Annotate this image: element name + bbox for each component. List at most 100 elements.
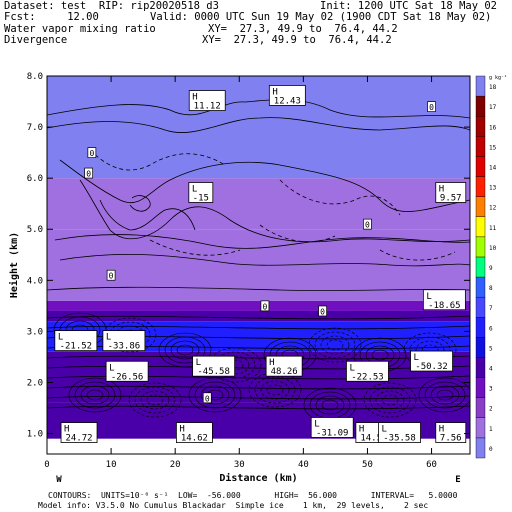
colorbar-swatch-0 bbox=[475, 437, 486, 459]
colorbar-swatch-15 bbox=[475, 136, 486, 157]
colorbar-tick-0: 0 bbox=[489, 446, 493, 453]
extremum-value-10: -22.53 bbox=[351, 372, 384, 382]
header-init: Init: 1200 UTC Sat 18 May 02 bbox=[320, 0, 498, 12]
contour-cluster-9-1 bbox=[140, 390, 170, 410]
contour-band-1 bbox=[47, 325, 470, 330]
extremum-5: L-21.52 bbox=[54, 330, 98, 352]
header-dataset: Dataset: test RIP: rip20020518 d3 bbox=[4, 0, 219, 12]
contour-cluster-7-1 bbox=[415, 340, 445, 360]
extremum-box-0 bbox=[188, 90, 226, 111]
shaded-layer-6 bbox=[47, 178, 470, 230]
extremum-box-9 bbox=[265, 355, 303, 377]
extremum-value-12: 24.72 bbox=[65, 434, 92, 444]
colorbar-swatch-3 bbox=[475, 377, 486, 398]
contour-band-9 bbox=[47, 405, 470, 410]
contour-cluster-14-3 bbox=[418, 377, 470, 413]
extremum-box-1 bbox=[268, 85, 306, 106]
contour-upper-3 bbox=[79, 179, 470, 243]
contour-cluster-5-2 bbox=[314, 331, 356, 359]
colorbar-tick-4: 4 bbox=[489, 366, 493, 373]
zero-label-4: 0 bbox=[106, 269, 116, 281]
extremum-kind-4: L bbox=[426, 292, 431, 302]
contour-band-8 bbox=[47, 395, 470, 400]
contour-cluster-10-3 bbox=[188, 377, 242, 413]
extremum-value-11: -50.32 bbox=[415, 362, 448, 372]
zero-label-text-3: 0 bbox=[365, 221, 370, 230]
colorbar-tick-11: 11 bbox=[489, 225, 497, 232]
extremum-value-7: -26.56 bbox=[111, 372, 144, 382]
colorbar-swatch-13 bbox=[475, 176, 486, 197]
extremum-box-3 bbox=[435, 182, 467, 203]
header-valid: Valid: 0000 UTC Sun 19 May 02 (1900 CDT … bbox=[150, 11, 492, 23]
extremum-6: L-33.86 bbox=[102, 330, 146, 352]
contour-cluster-12-0 bbox=[321, 399, 339, 411]
colorbar-tick-12: 12 bbox=[489, 205, 497, 212]
contour-band-7 bbox=[47, 385, 470, 390]
zero-label-text-4: 0 bbox=[109, 272, 114, 281]
extremum-kind-1: H bbox=[272, 87, 277, 97]
contour-cluster-13-0 bbox=[381, 394, 399, 406]
contour-upper-2 bbox=[59, 159, 470, 212]
extremum-10: L-22.53 bbox=[346, 360, 389, 382]
colorbar-swatch-12 bbox=[475, 196, 486, 217]
extremum-value-6: -33.86 bbox=[108, 342, 141, 352]
extremum-kind-9: H bbox=[269, 358, 274, 368]
zero-label-box-4 bbox=[106, 269, 116, 281]
x-axis-label: Distance (km) bbox=[219, 472, 297, 484]
zero-label-6: 0 bbox=[318, 305, 327, 316]
colorbar-swatch-14 bbox=[475, 156, 486, 177]
extremum-box-7 bbox=[105, 360, 149, 382]
colorbar-swatch-7 bbox=[475, 296, 486, 318]
extremum-value-1: 12.43 bbox=[274, 96, 301, 106]
extremum-0: H11.12 bbox=[188, 90, 226, 112]
colorbar-swatch-2 bbox=[475, 397, 486, 418]
y-tick-label-7: 8.0 bbox=[27, 72, 43, 82]
extremum-value-2: -15 bbox=[193, 193, 209, 203]
header-xy-2: XY= 27.3, 49.9 to 76.4, 44.2 bbox=[202, 34, 392, 46]
contour-negative-1 bbox=[279, 179, 401, 216]
extremum-box-16 bbox=[378, 422, 421, 443]
colorbar-swatch-10 bbox=[475, 236, 486, 258]
extremum-2: L-15 bbox=[188, 182, 214, 203]
x-tick-label-3: 30 bbox=[234, 460, 245, 470]
contour-cluster-9-2 bbox=[134, 386, 176, 414]
colorbar-swatch-16 bbox=[475, 116, 486, 137]
extremum-16: L-35.58 bbox=[378, 422, 421, 444]
x-end-label-right: E bbox=[455, 475, 460, 485]
extremum-value-0: 11.12 bbox=[194, 102, 221, 112]
extremum-13: H14.62 bbox=[176, 422, 213, 444]
contour-cluster-5-3 bbox=[308, 327, 362, 363]
shaded-layer-3 bbox=[47, 310, 470, 322]
y-tick-label-4: 5.0 bbox=[27, 225, 43, 235]
plot-frame bbox=[46, 75, 471, 455]
header-fcst: Fcst: 12.00 bbox=[4, 11, 99, 23]
zero-label-text-2: 0 bbox=[86, 170, 91, 179]
x-tick-label-1: 10 bbox=[106, 460, 117, 470]
contour-band-0 bbox=[47, 315, 470, 320]
colorbar-tick-2: 2 bbox=[489, 406, 493, 413]
footer-model-info: Model info: V3.5.0 No Cumulus Blackadar … bbox=[38, 501, 429, 510]
extremum-box-12 bbox=[60, 422, 98, 443]
colorbar-tick-10: 10 bbox=[489, 245, 497, 252]
contour-cluster-13-1 bbox=[375, 390, 405, 410]
contour-cluster-8-3 bbox=[68, 377, 122, 413]
extremum-box-4 bbox=[422, 289, 466, 311]
extremum-kind-5: L bbox=[58, 333, 63, 343]
extremum-value-8: -45.58 bbox=[197, 367, 230, 377]
extremum-17: H7.56 bbox=[435, 422, 467, 444]
extremum-kind-0: H bbox=[192, 93, 197, 103]
contour-band-6 bbox=[47, 375, 470, 380]
header-field-1: Water vapor mixing ratio bbox=[4, 23, 156, 35]
x-end-label-left: W bbox=[56, 475, 62, 485]
zero-label-box-5 bbox=[260, 300, 270, 312]
zero-label-5: 0 bbox=[260, 300, 270, 312]
extremum-12: H24.72 bbox=[60, 422, 98, 444]
contour-cluster-2-0 bbox=[176, 344, 194, 356]
contour-cluster-10-1 bbox=[200, 385, 230, 405]
extremum-kind-15: H bbox=[359, 425, 364, 435]
extremum-value-3: 9.57 bbox=[440, 193, 462, 203]
colorbar-swatch-1 bbox=[475, 417, 486, 439]
y-tick-label-3: 4.0 bbox=[27, 276, 43, 286]
contour-labels: H11.12H12.43L-15H9.57L-18.65L-21.52L-33.… bbox=[54, 85, 467, 444]
